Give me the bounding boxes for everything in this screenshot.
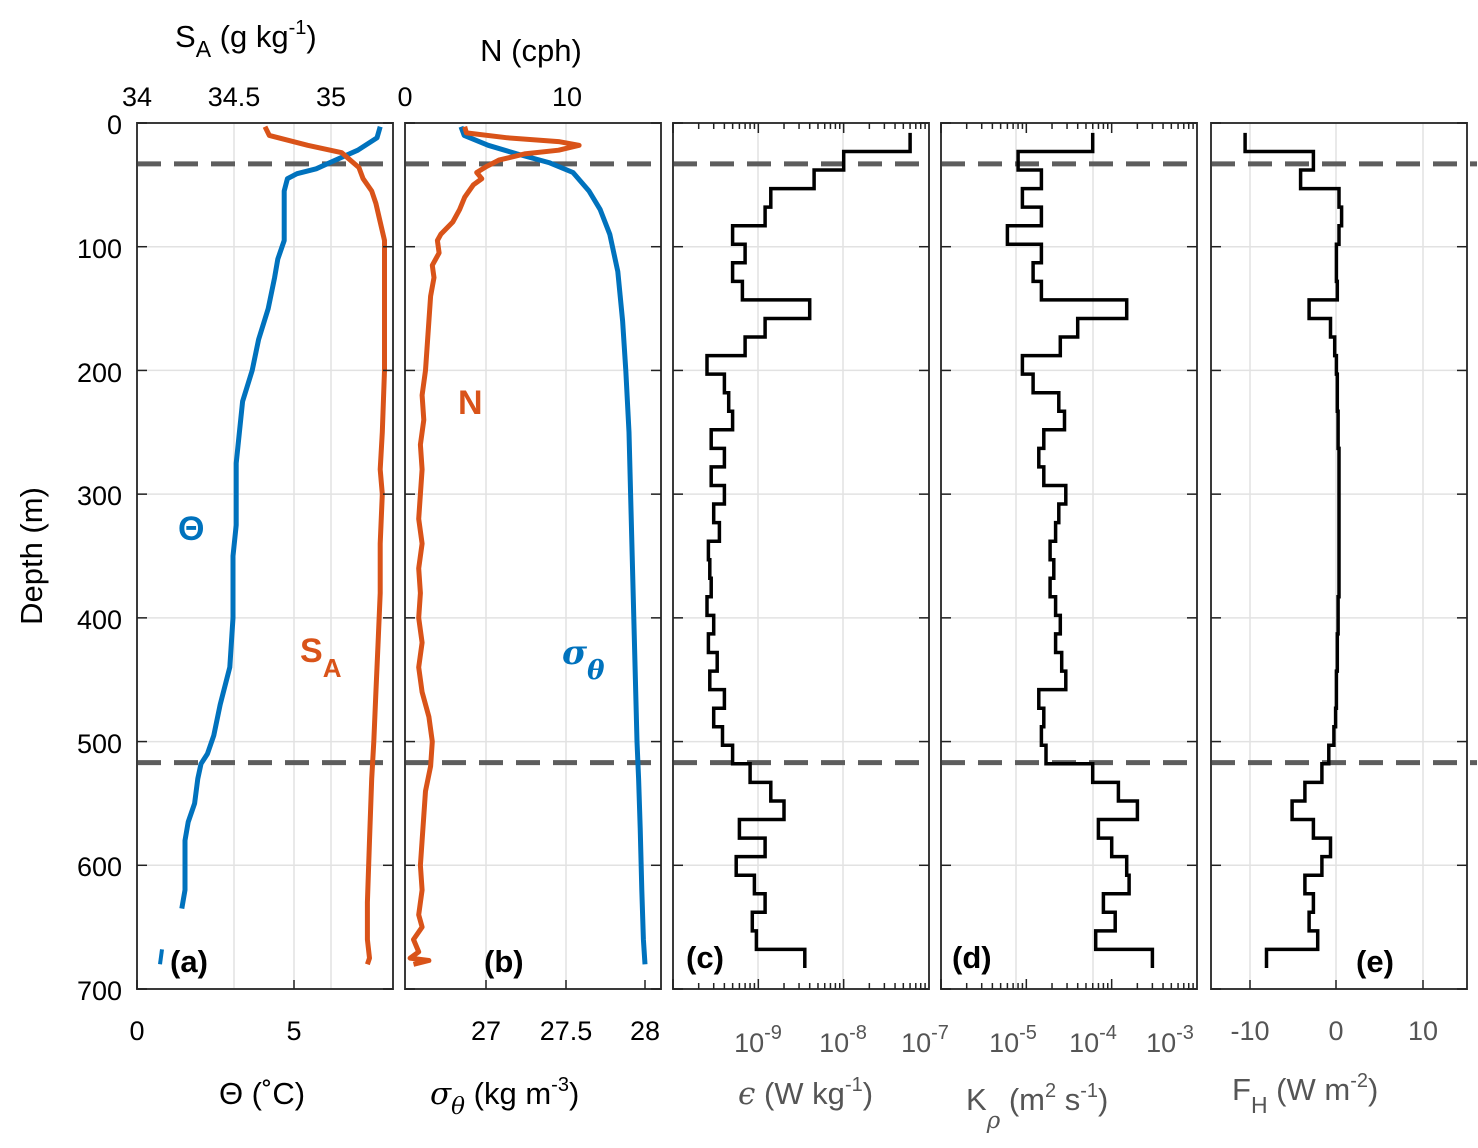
panel-d-xlabel: Kρ (m2 s-1): [966, 1080, 1108, 1134]
depth-tick-600: 600: [77, 852, 122, 882]
panel-e-label: (e): [1356, 944, 1394, 979]
panel-d-ticks: [940, 122, 1197, 990]
panel-b-frame: [404, 122, 662, 990]
panel-e-grid: [1211, 123, 1467, 989]
panel-b-ticks: [405, 122, 661, 990]
panel-b-xtick-27: 27: [471, 1016, 501, 1046]
depth-tick-400: 400: [77, 605, 122, 635]
panel-d-series: [1005, 132, 1155, 968]
n-profile-line: [407, 126, 582, 967]
panel-d-xtick-1e-4: 10-4: [1069, 1022, 1117, 1058]
sigma-profile-line: [458, 125, 648, 965]
panel-c: 10-9 10-8 10-7 ϵ (W kg-1) (c): [672, 122, 949, 1112]
depth-tick-200: 200: [77, 358, 122, 388]
panel-d-dashed-lines: [941, 161, 1197, 766]
panel-c-series: [705, 132, 912, 968]
panel-e: -10 0 10 FH (W m-2) (e): [1210, 122, 1477, 1118]
panel-e-xtick-0: 0: [1328, 1016, 1343, 1046]
panel-a-top-label: SA (g kg-1): [175, 17, 317, 62]
depth-axis: 0 100 200 300 400 500 600 700 Depth (m): [14, 110, 122, 1006]
heat-flux-step-profile: [1243, 132, 1344, 968]
panel-b: 27 27.5 28 σθ (kg m-3) 0 10 N (cph) N σθ…: [397, 33, 662, 1120]
panel-b-label: (b): [484, 944, 524, 979]
panel-c-xtick-1e-7: 10-7: [901, 1022, 949, 1058]
panel-a-xlabel: Θ (˚C): [219, 1076, 305, 1111]
panel-e-ticks: [1211, 122, 1467, 990]
panel-e-frame: [1210, 122, 1468, 990]
panel-b-xtick-28: 28: [630, 1016, 660, 1046]
panel-c-ticks: [672, 122, 929, 990]
panel-e-xtick--10: -10: [1230, 1016, 1269, 1046]
panel-d-grid: [941, 123, 1197, 989]
theta-series-label: Θ: [178, 510, 204, 548]
panel-c-frame: [672, 122, 930, 990]
sa-series-label: SA: [300, 632, 342, 683]
panel-a-xtick-0: 0: [129, 1016, 144, 1046]
panel-a-label: (a): [170, 944, 208, 979]
epsilon-step-profile: [705, 132, 912, 968]
panel-a-toptick-34: 34: [122, 82, 152, 112]
panel-c-label: (c): [686, 940, 724, 975]
theta-profile-fragment: [158, 949, 164, 965]
theta-profile-line: [179, 126, 383, 910]
panel-c-dashed-lines: [673, 161, 929, 766]
panel-d-label: (d): [952, 940, 992, 975]
panel-c-grid: [673, 123, 929, 989]
panel-a-xtick-5: 5: [286, 1016, 301, 1046]
sigma-series-label: σθ: [562, 633, 605, 686]
panel-a-grid: [137, 123, 393, 989]
panel-e-xlabel: FH (W m-2): [1232, 1070, 1378, 1118]
panel-c-xtick-1e-8: 10-8: [819, 1022, 867, 1058]
panel-c-xlabel: ϵ (W kg-1): [738, 1074, 873, 1112]
panel-d-xtick-1e-3: 10-3: [1146, 1022, 1194, 1058]
sa-profile-line: [262, 125, 387, 966]
panel-b-xlabel: σθ (kg m-3): [430, 1074, 579, 1120]
n-series-label: N: [458, 384, 483, 422]
panel-e-series: [1243, 132, 1344, 968]
panel-a-frame: [136, 122, 394, 990]
panel-b-series: [407, 125, 648, 967]
depth-tick-100: 100: [77, 234, 122, 264]
panel-a-ticks: [136, 122, 393, 990]
panel-a: 0 5 Θ (˚C) 34 34.5 35 SA (g kg-1) Θ SA (…: [122, 17, 394, 1111]
depth-tick-0: 0: [107, 110, 122, 140]
panel-b-dashed-lines: [405, 161, 661, 766]
panel-b-top-label: N (cph): [480, 33, 582, 68]
panel-d-frame: [940, 122, 1198, 990]
panel-e-dashed-lines: [1211, 161, 1477, 766]
panel-a-toptick-35: 35: [316, 82, 346, 112]
panel-b-xtick-27.5: 27.5: [540, 1016, 593, 1046]
panel-c-xtick-1e-9: 10-9: [734, 1022, 782, 1058]
panel-b-grid: [405, 123, 661, 989]
depth-tick-500: 500: [77, 729, 122, 759]
panel-b-toptick-10: 10: [552, 82, 582, 112]
k-rho-step-profile: [1005, 132, 1155, 968]
panel-a-toptick-34.5: 34.5: [208, 82, 261, 112]
depth-axis-label: Depth (m): [14, 487, 49, 625]
panel-d-xtick-1e-5: 10-5: [989, 1022, 1037, 1058]
panel-d: 10-5 10-4 10-3 Kρ (m2 s-1) (d): [940, 122, 1198, 1134]
panel-a-series: [158, 125, 387, 966]
depth-tick-700: 700: [77, 976, 122, 1006]
depth-tick-300: 300: [77, 481, 122, 511]
panel-a-dashed-lines: [137, 161, 393, 766]
panel-e-xtick-10: 10: [1408, 1016, 1438, 1046]
panel-b-toptick-0: 0: [397, 82, 412, 112]
